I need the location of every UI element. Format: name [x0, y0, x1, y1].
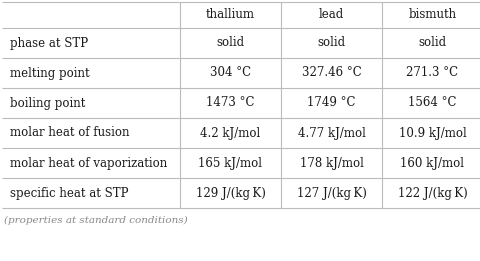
Bar — [381, 28, 480, 58]
Text: 127 J/(kg K): 127 J/(kg K) — [296, 187, 366, 199]
Text: 122 J/(kg K): 122 J/(kg K) — [397, 187, 467, 199]
Text: 4.2 kJ/mol: 4.2 kJ/mol — [200, 127, 260, 139]
Bar — [180, 148, 280, 178]
Text: 271.3 °C: 271.3 °C — [406, 67, 457, 80]
Text: 165 kJ/mol: 165 kJ/mol — [198, 157, 262, 169]
Text: melting point: melting point — [10, 67, 89, 80]
Text: 4.77 kJ/mol: 4.77 kJ/mol — [297, 127, 365, 139]
Bar — [180, 178, 280, 208]
Text: molar heat of vaporization: molar heat of vaporization — [10, 157, 167, 169]
Text: 1749 °C: 1749 °C — [307, 97, 355, 110]
Text: 10.9 kJ/mol: 10.9 kJ/mol — [398, 127, 466, 139]
Bar — [2, 2, 180, 28]
Text: lead: lead — [318, 9, 343, 21]
Text: boiling point: boiling point — [10, 97, 85, 110]
Bar — [180, 2, 280, 28]
Text: thallium: thallium — [205, 9, 254, 21]
Bar — [381, 118, 480, 148]
Bar — [280, 58, 381, 88]
Text: 160 kJ/mol: 160 kJ/mol — [400, 157, 464, 169]
Bar — [180, 88, 280, 118]
Bar — [280, 2, 381, 28]
Bar — [280, 178, 381, 208]
Text: 1564 °C: 1564 °C — [408, 97, 456, 110]
Bar — [381, 148, 480, 178]
Text: specific heat at STP: specific heat at STP — [10, 187, 128, 199]
Bar — [180, 118, 280, 148]
Bar — [280, 118, 381, 148]
Bar — [2, 88, 180, 118]
Text: phase at STP: phase at STP — [10, 37, 88, 50]
Bar — [2, 28, 180, 58]
Bar — [381, 2, 480, 28]
Text: 178 kJ/mol: 178 kJ/mol — [299, 157, 363, 169]
Text: 1473 °C: 1473 °C — [206, 97, 254, 110]
Bar — [280, 88, 381, 118]
Bar — [381, 178, 480, 208]
Bar — [381, 88, 480, 118]
Text: molar heat of fusion: molar heat of fusion — [10, 127, 129, 139]
Bar — [2, 58, 180, 88]
Bar — [180, 28, 280, 58]
Text: solid: solid — [317, 37, 345, 50]
Bar — [280, 28, 381, 58]
Text: solid: solid — [216, 37, 244, 50]
Text: 327.46 °C: 327.46 °C — [301, 67, 360, 80]
Text: 129 J/(kg K): 129 J/(kg K) — [195, 187, 265, 199]
Bar — [2, 118, 180, 148]
Bar — [2, 178, 180, 208]
Text: (properties at standard conditions): (properties at standard conditions) — [4, 216, 187, 225]
Bar — [381, 58, 480, 88]
Bar — [2, 148, 180, 178]
Bar — [280, 148, 381, 178]
Text: 304 °C: 304 °C — [209, 67, 251, 80]
Text: bismuth: bismuth — [408, 9, 456, 21]
Text: solid: solid — [418, 37, 445, 50]
Bar — [180, 58, 280, 88]
